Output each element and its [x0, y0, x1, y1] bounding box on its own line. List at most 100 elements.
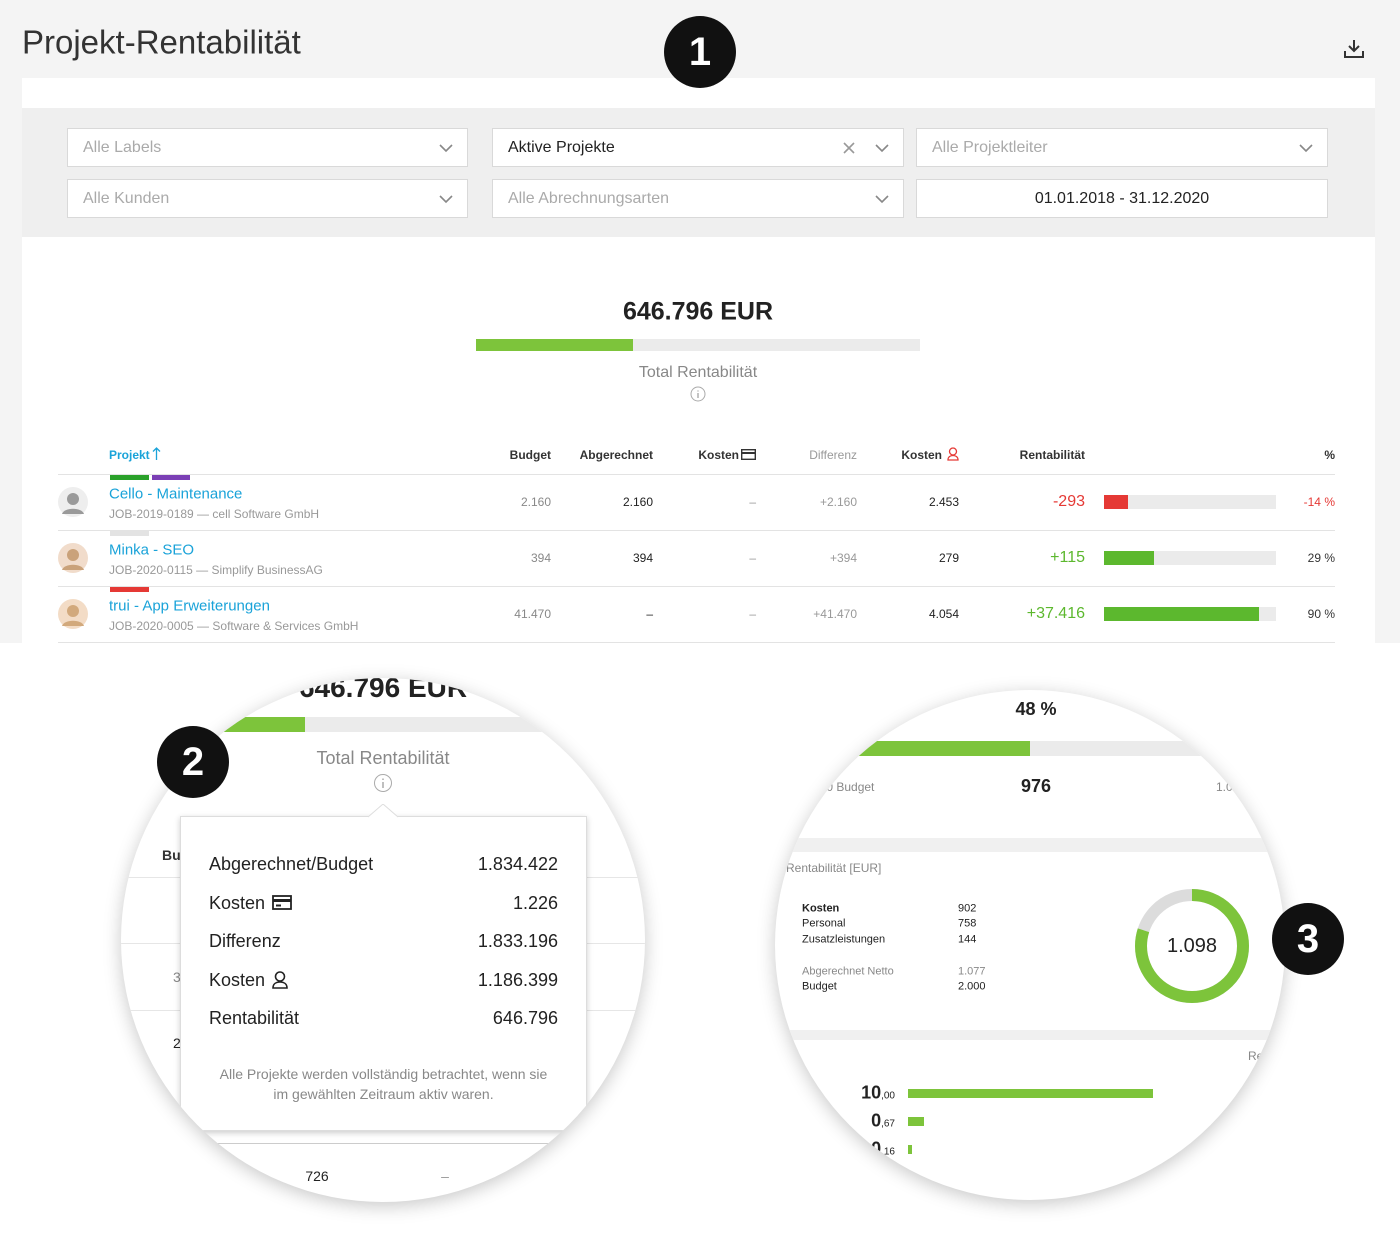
cell: –: [646, 607, 653, 621]
profit-bar-track: [1104, 495, 1276, 509]
cell: +2.160: [819, 495, 857, 509]
filter-label: 01.01.2018 - 31.12.2020: [1034, 189, 1210, 207]
label-tag: [110, 475, 149, 480]
card-icon: [272, 894, 292, 910]
column-header[interactable]: Projekt: [109, 448, 150, 462]
bar-label-int: 0: [871, 1110, 882, 1131]
cell: –: [749, 495, 756, 509]
avatar: [58, 487, 88, 517]
info-icon[interactable]: [690, 386, 706, 402]
column-header[interactable]: Kosten: [901, 448, 942, 462]
bar-label: 0,16: [871, 1140, 895, 1159]
project-name[interactable]: Minka - SEO: [109, 541, 195, 559]
project-name[interactable]: trui - App Erweiterungen: [109, 597, 270, 615]
bar-label-int: 0: [871, 1138, 882, 1159]
fragment: 3: [173, 969, 181, 985]
info-icon[interactable]: [373, 773, 393, 793]
budget-text: 000 Budget: [813, 780, 875, 794]
corner-text: Re: [1248, 1049, 1264, 1063]
filter-select[interactable]: 01.01.2018 - 31.12.2020: [916, 179, 1328, 218]
right-text: 1.02: [1216, 780, 1240, 794]
bar-track: [121, 717, 645, 732]
filter-select[interactable]: Alle Labels: [67, 128, 468, 167]
avatar: [58, 543, 88, 573]
separator: [775, 838, 1285, 852]
filter-label: Alle Abrechnungsarten: [508, 189, 669, 207]
fragment: 726: [305, 1168, 329, 1184]
value: 976: [1020, 776, 1052, 796]
label-tag: [110, 587, 149, 592]
project-name[interactable]: Cello - Maintenance: [109, 485, 243, 503]
detail-value: 758: [958, 917, 977, 930]
chevron-icon[interactable]: [875, 195, 889, 207]
bar-label: 10,00: [861, 1084, 895, 1103]
cell: 2.453: [928, 495, 959, 509]
detail-label: Zusatzleistungen: [802, 933, 886, 946]
total-bar-track: [476, 339, 920, 351]
chevron-icon[interactable]: [439, 195, 453, 207]
profit: +115: [1050, 549, 1085, 566]
filter-select[interactable]: Alle Projektleiter: [916, 128, 1328, 167]
row-line: [58, 586, 1335, 587]
donut: [1135, 889, 1249, 1003]
section-title: Rentabilität [EUR]: [786, 861, 882, 875]
detail-label: Abgerechnet Netto: [802, 965, 894, 978]
column-header[interactable]: Kosten: [698, 448, 739, 462]
total-bar: [476, 339, 633, 351]
tooltip-value: 646.796: [492, 1008, 558, 1028]
tooltip-label: Rentabilität: [209, 1008, 300, 1028]
cell: –: [749, 607, 756, 621]
tooltip-value: 1.833.196: [477, 931, 558, 951]
clear-icon[interactable]: [843, 142, 855, 154]
tooltip-value: 1.186.399: [477, 969, 558, 990]
person-icon: [947, 447, 959, 461]
filter-select[interactable]: Alle Abrechnungsarten: [492, 179, 904, 218]
profit-bar: [1104, 551, 1154, 565]
column-header[interactable]: Abgerechnet: [579, 448, 653, 462]
tooltip-value: 1.226: [512, 892, 558, 913]
profit: +37.416: [1026, 605, 1085, 622]
cell: 394: [632, 551, 653, 565]
profit-bar-track: [1104, 551, 1276, 565]
page-title: Projekt-Rentabilität: [22, 23, 301, 61]
filter-label: Alle Labels: [83, 138, 162, 156]
cell: 4.054: [928, 607, 959, 621]
filter-select[interactable]: Alle Kunden: [67, 179, 468, 218]
chevron-icon[interactable]: [1299, 144, 1313, 156]
row-line: [58, 642, 1335, 643]
column-header[interactable]: %: [1324, 448, 1335, 462]
column-header[interactable]: Differenz: [809, 448, 857, 462]
profit: -293: [1052, 493, 1085, 510]
bar: [908, 1145, 912, 1154]
tooltip-value: 1.834.422: [477, 854, 558, 874]
cell: 2.160: [622, 495, 653, 509]
label-tag: [152, 475, 190, 480]
tooltip: Abgerechnet/Budget 1.834.422 Kosten 1.226 Di…: [180, 816, 587, 1131]
cell: 2.160: [520, 495, 551, 509]
tooltip-label: Kosten: [209, 969, 266, 990]
chevron-icon[interactable]: [439, 144, 453, 156]
fragment: 2: [173, 1035, 181, 1051]
row-line: [58, 530, 1335, 531]
percent: 90 %: [1307, 607, 1335, 621]
sort-icon[interactable]: [152, 447, 161, 461]
bar-label: 0,67: [871, 1112, 895, 1131]
bar: [121, 717, 305, 732]
tooltip-label: Abgerechnet/Budget: [209, 854, 374, 874]
tooltip-note: im gewählten Zeitraum aktiv waren.: [273, 1086, 494, 1102]
bar-label-dec: ,00: [881, 1090, 895, 1102]
filter-select[interactable]: Aktive Projekte: [492, 128, 904, 167]
detail-value: 902: [958, 902, 977, 915]
donut-label: 1.098: [1166, 935, 1218, 957]
project-sub: JOB-2019-0189 — cell Software GmbH: [109, 507, 320, 521]
download-icon[interactable]: [1343, 38, 1365, 60]
column-header[interactable]: Budget: [509, 448, 551, 462]
row-line: [58, 474, 1335, 475]
cell: +41.470: [813, 607, 857, 621]
detail-value: 144: [958, 933, 977, 946]
cell: 394: [530, 551, 551, 565]
chevron-icon[interactable]: [875, 144, 889, 156]
column-header[interactable]: Rentabilität: [1019, 448, 1085, 462]
